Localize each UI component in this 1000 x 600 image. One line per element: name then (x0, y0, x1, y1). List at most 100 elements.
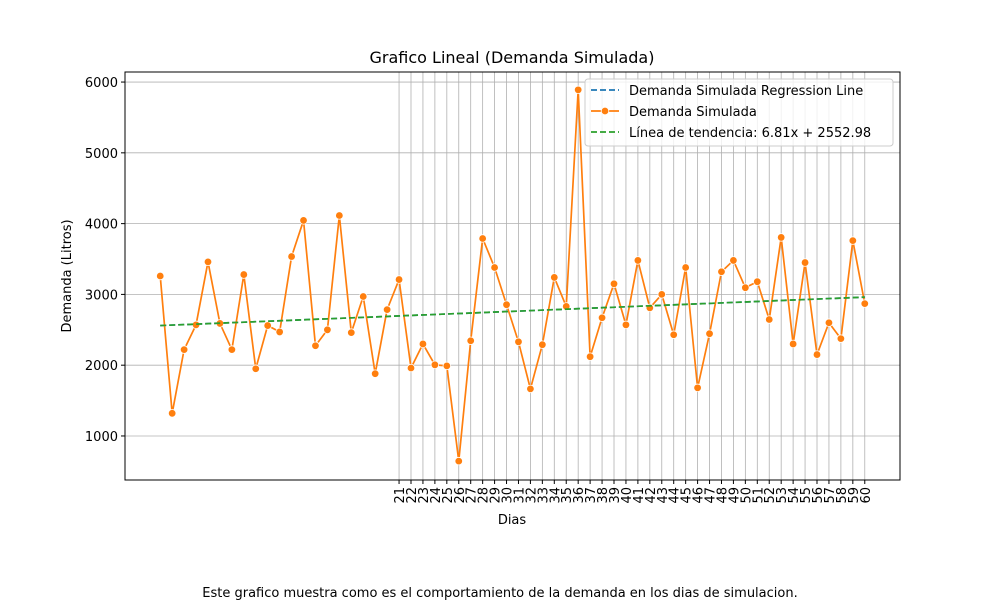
point (812, 350, 822, 359)
point (156, 271, 165, 281)
x-tick-label: 38 (596, 487, 611, 504)
point (836, 334, 846, 343)
point (824, 318, 834, 327)
y-tick-label: 3000 (85, 288, 118, 303)
point (478, 234, 487, 243)
point (526, 384, 535, 394)
point (370, 369, 380, 378)
x-tick-label: 25 (441, 487, 456, 504)
x-tick-label: 26 (453, 487, 468, 504)
x-tick-label: 49 (727, 487, 742, 504)
x-tick-label: 24 (429, 487, 444, 504)
x-tick-label: 28 (477, 487, 492, 504)
point (609, 279, 619, 288)
x-tick-label: 59 (847, 487, 862, 504)
y-axis-label: Demanda (Litros) (60, 219, 75, 332)
x-tick-label: 22 (405, 487, 420, 504)
legend-label: Demanda Simulada (629, 105, 757, 120)
point (502, 300, 511, 309)
x-tick-label: 29 (489, 487, 504, 504)
point (741, 283, 750, 292)
point (669, 330, 678, 339)
point (335, 211, 344, 220)
x-tick-label: 37 (584, 487, 599, 504)
legend-label: Demanda Simulada Regression Line (629, 84, 863, 99)
point (275, 327, 284, 337)
x-tick-label: 60 (859, 487, 874, 504)
legend-label: Línea de tendencia: 6.81x + 2552.98 (629, 126, 871, 141)
x-tick-label: 32 (524, 487, 539, 504)
point (442, 361, 452, 371)
x-tick-label: 52 (763, 487, 778, 504)
point (681, 263, 690, 272)
x-tick-label: 51 (751, 487, 766, 504)
point (418, 339, 428, 349)
point (765, 315, 774, 324)
point (394, 275, 404, 284)
point (550, 273, 559, 282)
x-tick-label: 53 (775, 487, 790, 504)
x-tick-label: 45 (680, 487, 695, 504)
point (573, 85, 583, 95)
point (359, 292, 368, 301)
y-tick-label: 6000 (85, 76, 118, 91)
y-tick-label: 5000 (85, 147, 118, 162)
point (800, 258, 810, 267)
point (657, 290, 666, 299)
x-tick-label: 21 (393, 487, 408, 504)
point (239, 270, 249, 279)
x-tick-label: 44 (668, 487, 683, 504)
point (406, 363, 416, 373)
x-tick-label: 23 (417, 487, 432, 504)
point (323, 325, 332, 334)
x-tick-label: 55 (799, 487, 814, 504)
x-tick-label: 41 (632, 487, 647, 504)
point (227, 345, 237, 354)
x-tick-label: 56 (811, 487, 826, 504)
y-tick-label: 4000 (85, 218, 118, 233)
point (597, 313, 607, 322)
point (621, 320, 631, 330)
point (203, 257, 213, 267)
point (167, 409, 177, 418)
point (585, 352, 595, 361)
point (430, 360, 440, 370)
point (705, 329, 714, 338)
point (776, 233, 786, 242)
x-tick-label: 50 (739, 487, 754, 504)
legend-marker (600, 106, 610, 116)
x-axis-label: Dias (498, 513, 527, 528)
point (263, 321, 272, 330)
plot-frame (124, 71, 901, 481)
point (848, 236, 858, 245)
point (860, 299, 869, 308)
point (287, 252, 296, 261)
x-tick-label: 42 (644, 487, 659, 504)
legend-box (584, 78, 894, 147)
point (466, 336, 475, 345)
point (299, 216, 308, 225)
x-tick-label: 35 (560, 487, 575, 504)
point (538, 340, 547, 349)
x-tick-label: 27 (465, 487, 480, 504)
point (454, 456, 463, 466)
x-tick-label: 39 (608, 487, 623, 504)
chart-title: Grafico Lineal (Demanda Simulada) (370, 48, 655, 67)
point (382, 305, 392, 314)
x-tick-label: 30 (501, 487, 516, 504)
x-tick-label: 40 (620, 487, 635, 504)
point (251, 364, 260, 373)
point (788, 339, 798, 349)
point (311, 341, 320, 350)
x-tick-label: 58 (835, 487, 850, 504)
x-tick-label: 47 (704, 487, 719, 504)
x-tick-label: 43 (656, 487, 671, 504)
point (179, 345, 189, 354)
point (753, 277, 762, 286)
caption: Este grafico muestra como es el comporta… (202, 586, 797, 600)
x-tick-label: 54 (787, 487, 802, 504)
x-tick-label: 34 (548, 487, 563, 504)
x-tick-label: 57 (823, 487, 838, 504)
series-line (160, 296, 865, 327)
